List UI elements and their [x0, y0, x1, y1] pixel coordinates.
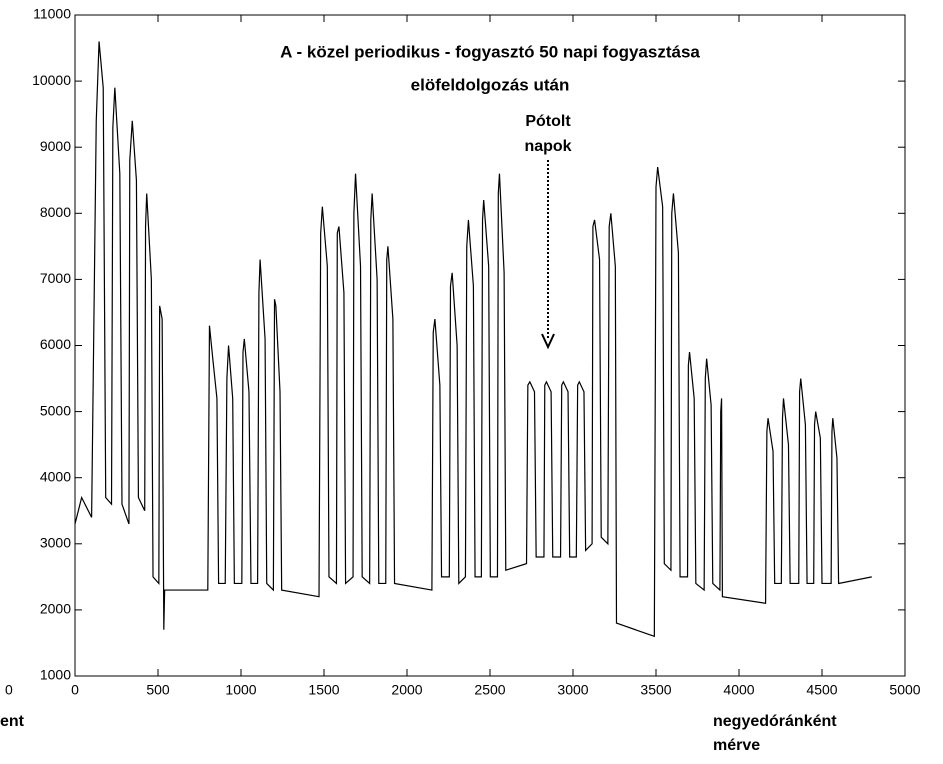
- x-tick-label: 0: [71, 682, 79, 698]
- clipped-text: 0: [5, 682, 13, 698]
- x-tick-label: 2500: [474, 682, 505, 698]
- y-tick-label: 4000: [40, 468, 71, 484]
- y-tick-label: 9000: [40, 138, 71, 154]
- x-tick-label: 4000: [723, 682, 754, 698]
- x-tick-label: 4500: [806, 682, 837, 698]
- annotation: Pótolt: [525, 113, 571, 130]
- x-tick-label: 500: [146, 682, 170, 698]
- y-tick-label: 1000: [40, 667, 71, 683]
- clipped-text: ent: [0, 713, 25, 730]
- y-tick-label: 5000: [40, 402, 71, 418]
- y-tick-label: 2000: [40, 601, 71, 617]
- y-tick-label: 6000: [40, 336, 71, 352]
- chart-title: elöfeldolgozás után: [411, 75, 570, 94]
- x-tick-label: 2000: [391, 682, 422, 698]
- chart-title: A - közel periodikus - fogyasztó 50 napi…: [280, 42, 700, 61]
- y-tick-label: 7000: [40, 270, 71, 286]
- y-tick-label: 8000: [40, 204, 71, 220]
- x-tick-label: 1000: [225, 682, 256, 698]
- data-line: [74, 41, 872, 638]
- y-tick-label: 11000: [33, 6, 71, 22]
- x-tick-label: 1500: [308, 682, 339, 698]
- arrow-head: [541, 333, 555, 350]
- x-axis-label: negyedóránként: [713, 713, 837, 730]
- x-axis-label: mérve: [713, 737, 760, 754]
- x-tick-label: 5000: [889, 682, 920, 698]
- x-tick-label: 3000: [557, 682, 588, 698]
- y-tick-label: 3000: [40, 535, 71, 551]
- annotation: napok: [524, 138, 571, 155]
- y-tick-label: 10000: [32, 72, 71, 88]
- x-tick-label: 3500: [640, 682, 671, 698]
